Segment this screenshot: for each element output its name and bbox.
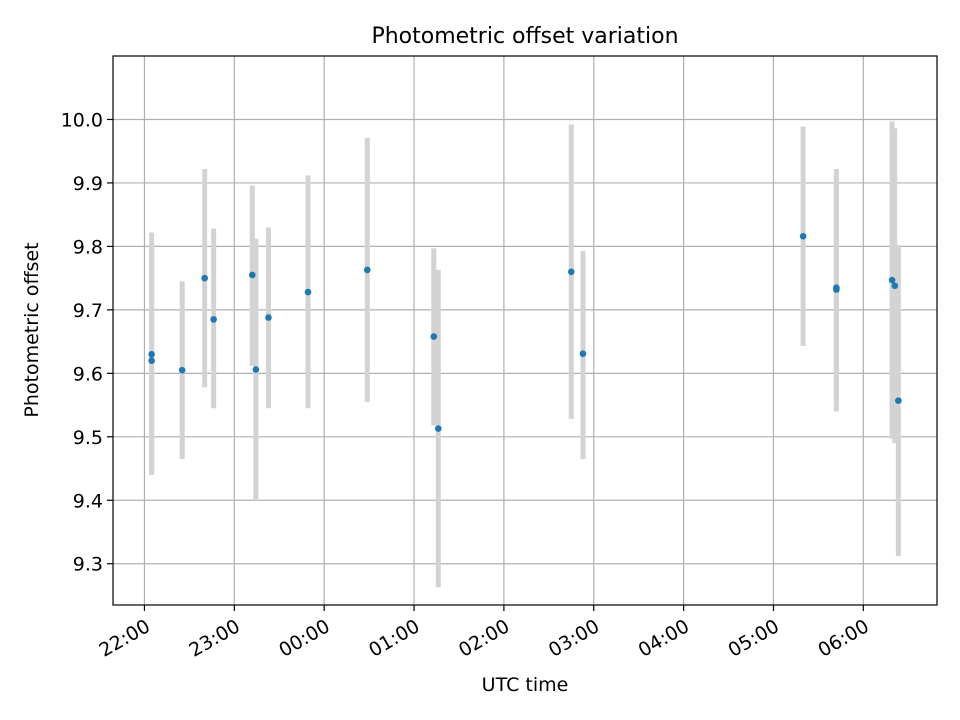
data-point: [567, 268, 575, 276]
data-point: [304, 288, 312, 296]
data-point: [430, 333, 438, 340]
data-point: [363, 266, 371, 274]
data-point: [252, 366, 260, 373]
chart-title: Photometric offset variation: [371, 24, 678, 49]
data-point: [579, 350, 587, 357]
grid-lines: [113, 56, 937, 605]
data-point: [148, 357, 155, 364]
data-point: [265, 314, 272, 321]
x-tick-label: 05:00: [725, 615, 783, 661]
data-point: [799, 232, 807, 240]
data-points: [148, 232, 902, 432]
data-point: [201, 274, 208, 282]
data-point: [833, 284, 840, 291]
data-point: [148, 351, 155, 358]
y-tick-label: 9.3: [73, 554, 103, 576]
y-tick-label: 9.6: [73, 363, 103, 385]
y-tick-label: 10.0: [61, 109, 103, 131]
x-axis-label: UTC time: [482, 674, 569, 696]
y-tick-label: 9.7: [73, 300, 103, 322]
x-axis-ticks: 22:00 23:00 00:00 01:00 02:00 03:00 04:00 05:00…: [96, 605, 873, 662]
data-point: [434, 425, 442, 432]
y-axis-label: Photometric offset: [21, 242, 43, 417]
y-axis-ticks: 9.3 9.4 9.5 9.6 9.7 9.8 9.9 10.0: [61, 109, 113, 576]
x-tick-label: 04:00: [635, 615, 693, 661]
x-tick-label: 00:00: [275, 615, 333, 661]
x-tick-label: 03:00: [545, 615, 603, 661]
plot-area-frame: [112, 55, 938, 606]
y-tick-label: 9.4: [73, 490, 103, 512]
y-tick-label: 9.8: [73, 236, 103, 258]
data-point: [210, 316, 217, 323]
error-bars: [149, 121, 901, 588]
data-point: [248, 271, 256, 279]
data-point: [895, 397, 902, 404]
x-tick-label: 01:00: [365, 615, 423, 661]
data-point: [891, 282, 899, 290]
data-point: [888, 276, 896, 284]
x-tick-label: 06:00: [814, 615, 872, 661]
x-tick-label: 02:00: [455, 615, 513, 661]
data-point: [178, 366, 186, 374]
y-tick-label: 9.9: [73, 173, 103, 195]
y-tick-label: 9.5: [73, 427, 103, 449]
x-tick-label: 22:00: [96, 615, 154, 661]
x-tick-label: 23:00: [185, 615, 243, 661]
